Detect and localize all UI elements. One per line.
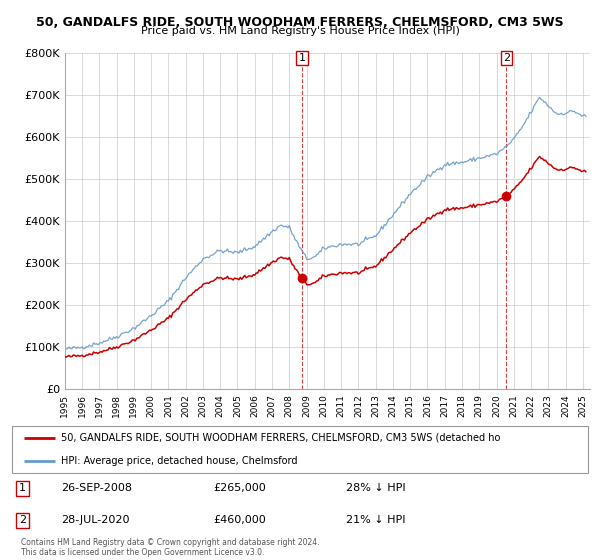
Text: Price paid vs. HM Land Registry's House Price Index (HPI): Price paid vs. HM Land Registry's House …: [140, 26, 460, 36]
Text: 2: 2: [503, 53, 510, 63]
Text: 21% ↓ HPI: 21% ↓ HPI: [346, 515, 406, 525]
Text: HPI: Average price, detached house, Chelmsford: HPI: Average price, detached house, Chel…: [61, 456, 298, 466]
FancyBboxPatch shape: [12, 426, 588, 473]
Text: 28% ↓ HPI: 28% ↓ HPI: [346, 483, 406, 493]
Text: 26-SEP-2008: 26-SEP-2008: [61, 483, 132, 493]
Text: £265,000: £265,000: [214, 483, 266, 493]
Text: 50, GANDALFS RIDE, SOUTH WOODHAM FERRERS, CHELMSFORD, CM3 5WS: 50, GANDALFS RIDE, SOUTH WOODHAM FERRERS…: [36, 16, 564, 29]
Text: £460,000: £460,000: [214, 515, 266, 525]
Text: 1: 1: [19, 483, 26, 493]
Text: Contains HM Land Registry data © Crown copyright and database right 2024.
This d: Contains HM Land Registry data © Crown c…: [21, 538, 320, 557]
Text: 2: 2: [19, 515, 26, 525]
Text: 1: 1: [299, 53, 305, 63]
Text: 28-JUL-2020: 28-JUL-2020: [61, 515, 130, 525]
Text: 50, GANDALFS RIDE, SOUTH WOODHAM FERRERS, CHELMSFORD, CM3 5WS (detached ho: 50, GANDALFS RIDE, SOUTH WOODHAM FERRERS…: [61, 432, 500, 442]
